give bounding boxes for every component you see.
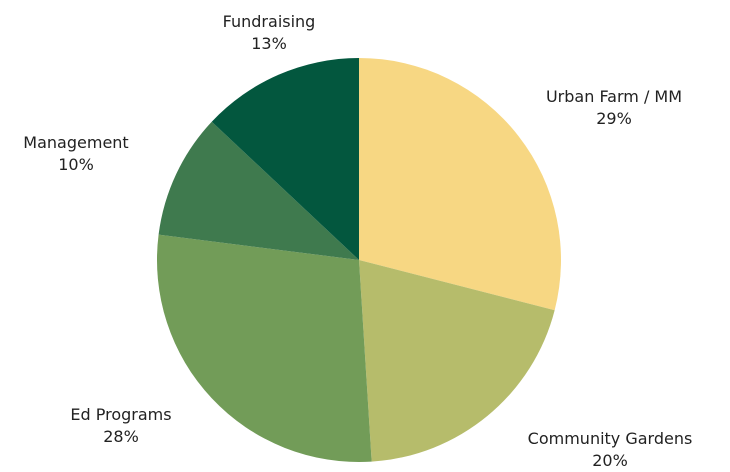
- slice-value-fundraising: 13%: [251, 34, 287, 53]
- slice-value-management: 10%: [58, 155, 94, 174]
- slice-value-urban-farm: 29%: [596, 109, 632, 128]
- slice-label-fundraising: Fundraising 13%: [223, 11, 316, 55]
- slice-category-management: Management: [23, 133, 129, 152]
- slice-label-ed-programs: Ed Programs 28%: [70, 404, 171, 448]
- pie-slice-community-gardens: [359, 260, 555, 462]
- pie-slice-fundraising: [211, 57, 359, 261]
- pie-slice-management: [158, 121, 359, 260]
- slice-label-management: Management 10%: [23, 132, 128, 176]
- slice-category-ed-programs: Ed Programs: [70, 405, 172, 424]
- slice-label-community-gardens: Community Gardens 20%: [528, 428, 693, 472]
- slice-category-urban-farm: Urban Farm / MM: [545, 87, 683, 106]
- pie-slice-ed-programs: [156, 234, 372, 462]
- slice-label-urban-farm: Urban Farm / MM 29%: [546, 86, 682, 130]
- slice-category-fundraising: Fundraising: [222, 12, 316, 31]
- slice-value-ed-programs: 28%: [103, 427, 139, 446]
- pie-slice-urban-farm: [359, 58, 561, 311]
- slice-value-community-gardens: 20%: [592, 451, 628, 470]
- slice-category-community-gardens: Community Gardens: [527, 429, 693, 448]
